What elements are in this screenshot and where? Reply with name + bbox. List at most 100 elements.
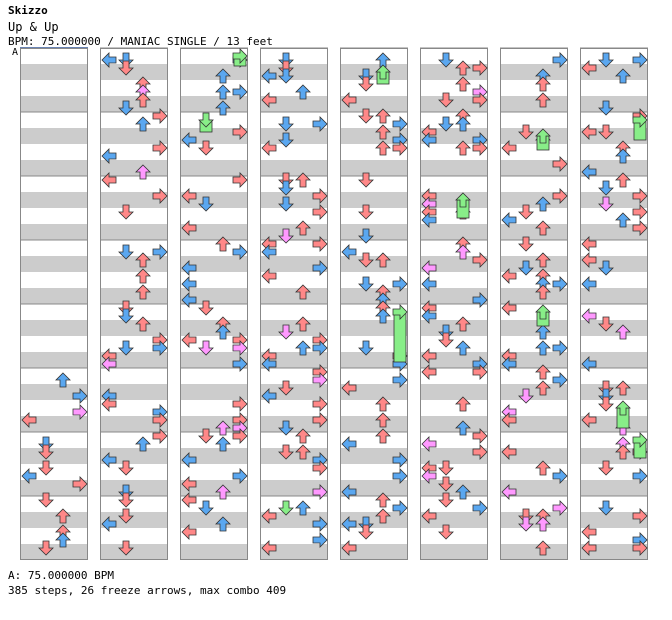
- arrow-shape: [232, 172, 248, 188]
- arrow-shape: [598, 100, 614, 116]
- beat-stripe: [180, 368, 248, 384]
- beat-stripe: [260, 144, 328, 160]
- beat-stripe: [580, 464, 648, 480]
- step-arrow: [295, 84, 311, 100]
- step-arrow: [552, 468, 568, 484]
- step-arrow: [598, 380, 614, 396]
- beat-stripe: [340, 240, 408, 256]
- beat-stripe: [420, 272, 488, 288]
- beat-stripe: [500, 240, 568, 256]
- arrow-shape: [341, 484, 357, 500]
- step-arrow: [101, 516, 117, 532]
- step-arrow: [598, 180, 614, 196]
- beat-stripe: [20, 496, 88, 512]
- step-arrow: [581, 164, 597, 180]
- beat-stripe: [500, 48, 568, 64]
- arrow-shape: [375, 140, 391, 156]
- beat-stripe: [420, 144, 488, 160]
- step-arrow: [101, 172, 117, 188]
- beat-stripe: [340, 192, 408, 208]
- beat-stripe: [500, 352, 568, 368]
- arrow-shape: [278, 180, 294, 196]
- step-arrow: [152, 188, 168, 204]
- beat-stripe: [580, 240, 648, 256]
- beat-stripe: [20, 224, 88, 240]
- step-arrow: [472, 140, 488, 156]
- arrow-shape: [118, 100, 134, 116]
- step-arrow: [392, 372, 408, 388]
- arrow-shape: [632, 432, 648, 448]
- step-arrow: [278, 196, 294, 212]
- step-arrow: [421, 468, 437, 484]
- beat-stripe: [580, 416, 648, 432]
- step-arrow: [55, 372, 71, 388]
- freeze-arrow: [632, 112, 648, 128]
- arrow-shape: [118, 460, 134, 476]
- step-arrow: [375, 412, 391, 428]
- arrow-shape: [118, 300, 134, 316]
- beat-stripe: [20, 464, 88, 480]
- step-arrow: [118, 540, 134, 556]
- step-arrow: [392, 452, 408, 468]
- arrow-shape: [358, 172, 374, 188]
- arrow-shape: [295, 316, 311, 332]
- step-arrow: [215, 324, 231, 340]
- arrow-shape: [358, 252, 374, 268]
- beat-stripe: [20, 288, 88, 304]
- arrow-shape: [598, 316, 614, 332]
- step-arrow: [341, 436, 357, 452]
- step-arrow: [375, 108, 391, 124]
- step-arrow: [312, 484, 328, 500]
- arrow-shape: [358, 276, 374, 292]
- arrow-shape: [598, 196, 614, 212]
- arrow-shape: [118, 308, 134, 324]
- arrow-shape: [421, 212, 437, 228]
- step-arrow: [101, 356, 117, 372]
- arrow-shape: [38, 540, 54, 556]
- beat-stripe: [180, 144, 248, 160]
- arrow-shape: [455, 484, 471, 500]
- step-arrow: [421, 212, 437, 228]
- beat-stripe: [20, 64, 88, 80]
- arrow-shape: [421, 308, 437, 324]
- step-arrow: [198, 500, 214, 516]
- step-arrow: [118, 308, 134, 324]
- beat-stripe: [180, 512, 248, 528]
- beat-stripe: [20, 96, 88, 112]
- arrow-shape: [535, 252, 551, 268]
- step-arrow: [118, 244, 134, 260]
- beat-stripe: [340, 96, 408, 112]
- arrow-shape: [501, 412, 517, 428]
- arrow-shape: [152, 108, 168, 124]
- beat-stripe: [580, 256, 648, 272]
- arrow-shape: [552, 500, 568, 516]
- beat-stripe: [340, 512, 408, 528]
- step-arrow: [232, 428, 248, 444]
- beat-stripe: [100, 160, 168, 176]
- arrow-shape: [438, 116, 454, 132]
- step-arrow: [135, 92, 151, 108]
- arrow-shape: [38, 436, 54, 452]
- step-arrow: [552, 276, 568, 292]
- step-arrow: [518, 508, 534, 524]
- beat-stripe: [340, 288, 408, 304]
- beat-stripe: [100, 112, 168, 128]
- arrow-shape: [375, 124, 391, 140]
- beat-stripe: [100, 272, 168, 288]
- beat-stripe: [100, 48, 168, 64]
- arrow-shape: [215, 100, 231, 116]
- beat-stripe: [20, 432, 88, 448]
- arrow-shape: [295, 500, 311, 516]
- arrow-shape: [118, 204, 134, 220]
- arrow-shape: [232, 396, 248, 412]
- arrow-shape: [552, 188, 568, 204]
- arrow-shape: [152, 244, 168, 260]
- arrow-shape: [135, 316, 151, 332]
- beat-stripe: [340, 272, 408, 288]
- step-arrow: [198, 196, 214, 212]
- beat-stripe: [500, 432, 568, 448]
- beat-stripe: [260, 544, 328, 560]
- step-arrow: [581, 356, 597, 372]
- step-arrow: [312, 516, 328, 532]
- arrow-shape: [358, 108, 374, 124]
